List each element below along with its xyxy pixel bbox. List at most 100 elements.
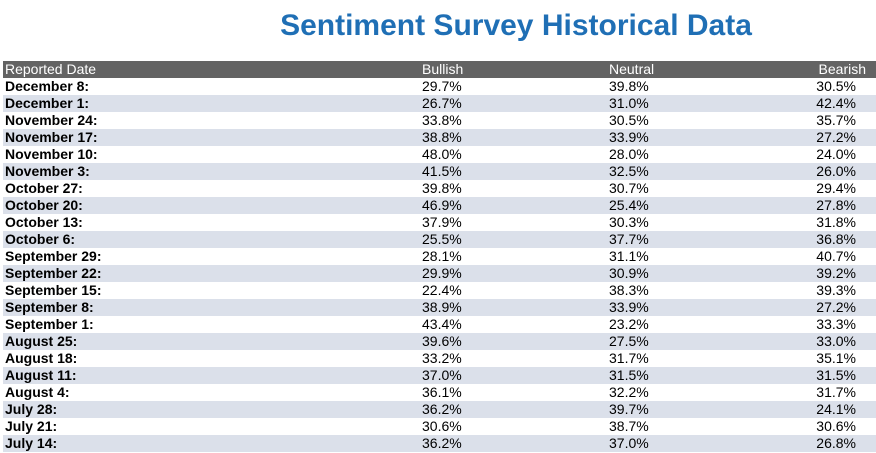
cell-reported-date: October 13: <box>5 214 83 230</box>
cell-reported-date: November 17: <box>5 129 98 145</box>
cell-reported-date: November 24: <box>5 112 98 128</box>
cell-neutral: 31.5% <box>609 367 649 383</box>
cell-bearish: 30.6% <box>816 418 856 434</box>
cell-bearish: 36.8% <box>816 231 856 247</box>
cell-reported-date: September 1: <box>5 316 94 332</box>
table-row: November 24: 33.8% 30.5% 35.7% <box>3 112 876 129</box>
page-title: Sentiment Survey Historical Data <box>280 9 752 42</box>
cell-bullish: 26.7% <box>422 95 462 111</box>
cell-bullish: 33.8% <box>422 112 462 128</box>
cell-neutral: 33.9% <box>609 129 649 145</box>
table-row: October 27: 39.8% 30.7% 29.4% <box>3 180 876 197</box>
table-row: October 13: 37.9% 30.3% 31.8% <box>3 214 876 231</box>
cell-bearish: 42.4% <box>816 95 856 111</box>
cell-bearish: 33.0% <box>816 333 856 349</box>
cell-reported-date: September 8: <box>5 299 94 315</box>
cell-bearish: 33.3% <box>816 316 856 332</box>
cell-neutral: 30.3% <box>609 214 649 230</box>
cell-bearish: 30.5% <box>816 78 856 94</box>
table-row: September 1: 43.4% 23.2% 33.3% <box>3 316 876 333</box>
cell-reported-date: July 21: <box>5 418 58 434</box>
cell-reported-date: August 4: <box>5 384 70 400</box>
cell-neutral: 33.9% <box>609 299 649 315</box>
cell-neutral: 38.3% <box>609 282 649 298</box>
cell-bullish: 43.4% <box>422 316 462 332</box>
cell-bearish: 26.8% <box>816 435 856 451</box>
cell-bearish: 40.7% <box>816 248 856 264</box>
cell-neutral: 32.5% <box>609 163 649 179</box>
cell-bearish: 31.8% <box>816 214 856 230</box>
cell-reported-date: October 20: <box>5 197 83 213</box>
cell-bullish: 36.2% <box>422 435 462 451</box>
table-row: August 25: 39.6% 27.5% 33.0% <box>3 333 876 350</box>
cell-bearish: 24.0% <box>816 146 856 162</box>
cell-reported-date: September 22: <box>5 265 102 281</box>
cell-bullish: 46.9% <box>422 197 462 213</box>
cell-bearish: 31.5% <box>816 367 856 383</box>
table-row: August 18: 33.2% 31.7% 35.1% <box>3 350 876 367</box>
table-row: October 20: 46.9% 25.4% 27.8% <box>3 197 876 214</box>
cell-bullish: 28.1% <box>422 248 462 264</box>
header-neutral: Neutral <box>609 61 655 77</box>
cell-neutral: 31.0% <box>609 95 649 111</box>
cell-bullish: 38.9% <box>422 299 462 315</box>
cell-bullish: 37.9% <box>422 214 462 230</box>
cell-reported-date: August 11: <box>5 367 77 383</box>
cell-neutral: 32.2% <box>609 384 649 400</box>
header-bearish: Bearish <box>818 61 866 77</box>
cell-bullish: 48.0% <box>422 146 462 162</box>
table-body: December 8: 29.7% 39.8% 30.5% December 1: 26.… <box>3 78 876 452</box>
cell-neutral: 31.7% <box>609 350 649 366</box>
table-row: July 14: 36.2% 37.0% 26.8% <box>3 435 876 452</box>
table-row: November 10: 48.0% 28.0% 24.0% <box>3 146 876 163</box>
table-row: December 8: 29.7% 39.8% 30.5% <box>3 78 876 95</box>
cell-bullish: 29.7% <box>422 78 462 94</box>
cell-reported-date: October 27: <box>5 180 83 196</box>
cell-bullish: 38.8% <box>422 129 462 145</box>
cell-neutral: 37.0% <box>609 435 649 451</box>
cell-reported-date: October 6: <box>5 231 76 247</box>
cell-reported-date: November 10: <box>5 146 98 162</box>
table-row: October 6: 25.5% 37.7% 36.8% <box>3 231 876 248</box>
table-row: December 1: 26.7% 31.0% 42.4% <box>3 95 876 112</box>
cell-bullish: 22.4% <box>422 282 462 298</box>
cell-bullish: 39.8% <box>422 180 462 196</box>
table-row: September 29: 28.1% 31.1% 40.7% <box>3 248 876 265</box>
cell-bullish: 33.2% <box>422 350 462 366</box>
cell-neutral: 31.1% <box>609 248 649 264</box>
cell-reported-date: September 29: <box>5 248 102 264</box>
table-row: August 11: 37.0% 31.5% 31.5% <box>3 367 876 384</box>
table-row: November 3: 41.5% 32.5% 26.0% <box>3 163 876 180</box>
sentiment-table: Reported Date Bullish Neutral Bearish De… <box>3 61 876 452</box>
header-reported-date: Reported Date <box>5 61 97 77</box>
cell-reported-date: December 1: <box>5 95 90 111</box>
cell-neutral: 23.2% <box>609 316 649 332</box>
cell-bullish: 29.9% <box>422 265 462 281</box>
cell-neutral: 39.7% <box>609 401 649 417</box>
cell-bullish: 30.6% <box>422 418 462 434</box>
table-row: July 28: 36.2% 39.7% 24.1% <box>3 401 876 418</box>
cell-bullish: 37.0% <box>422 367 462 383</box>
cell-bearish: 39.2% <box>816 265 856 281</box>
cell-bearish: 27.2% <box>816 129 856 145</box>
cell-neutral: 30.7% <box>609 180 649 196</box>
cell-bullish: 36.1% <box>422 384 462 400</box>
table-row: September 22: 29.9% 30.9% 39.2% <box>3 265 876 282</box>
cell-bearish: 27.2% <box>816 299 856 315</box>
cell-bullish: 39.6% <box>422 333 462 349</box>
cell-reported-date: December 8: <box>5 78 90 94</box>
cell-neutral: 38.7% <box>609 418 649 434</box>
cell-reported-date: July 14: <box>5 435 58 451</box>
cell-bearish: 35.1% <box>816 350 856 366</box>
cell-neutral: 25.4% <box>609 197 649 213</box>
table-row: November 17: 38.8% 33.9% 27.2% <box>3 129 876 146</box>
cell-reported-date: August 18: <box>5 350 78 366</box>
cell-neutral: 30.5% <box>609 112 649 128</box>
cell-bearish: 26.0% <box>816 163 856 179</box>
cell-bearish: 31.7% <box>816 384 856 400</box>
cell-reported-date: September 15: <box>5 282 102 298</box>
table-row: September 15: 22.4% 38.3% 39.3% <box>3 282 876 299</box>
cell-neutral: 28.0% <box>609 146 649 162</box>
table-row: July 21: 30.6% 38.7% 30.6% <box>3 418 876 435</box>
cell-neutral: 37.7% <box>609 231 649 247</box>
